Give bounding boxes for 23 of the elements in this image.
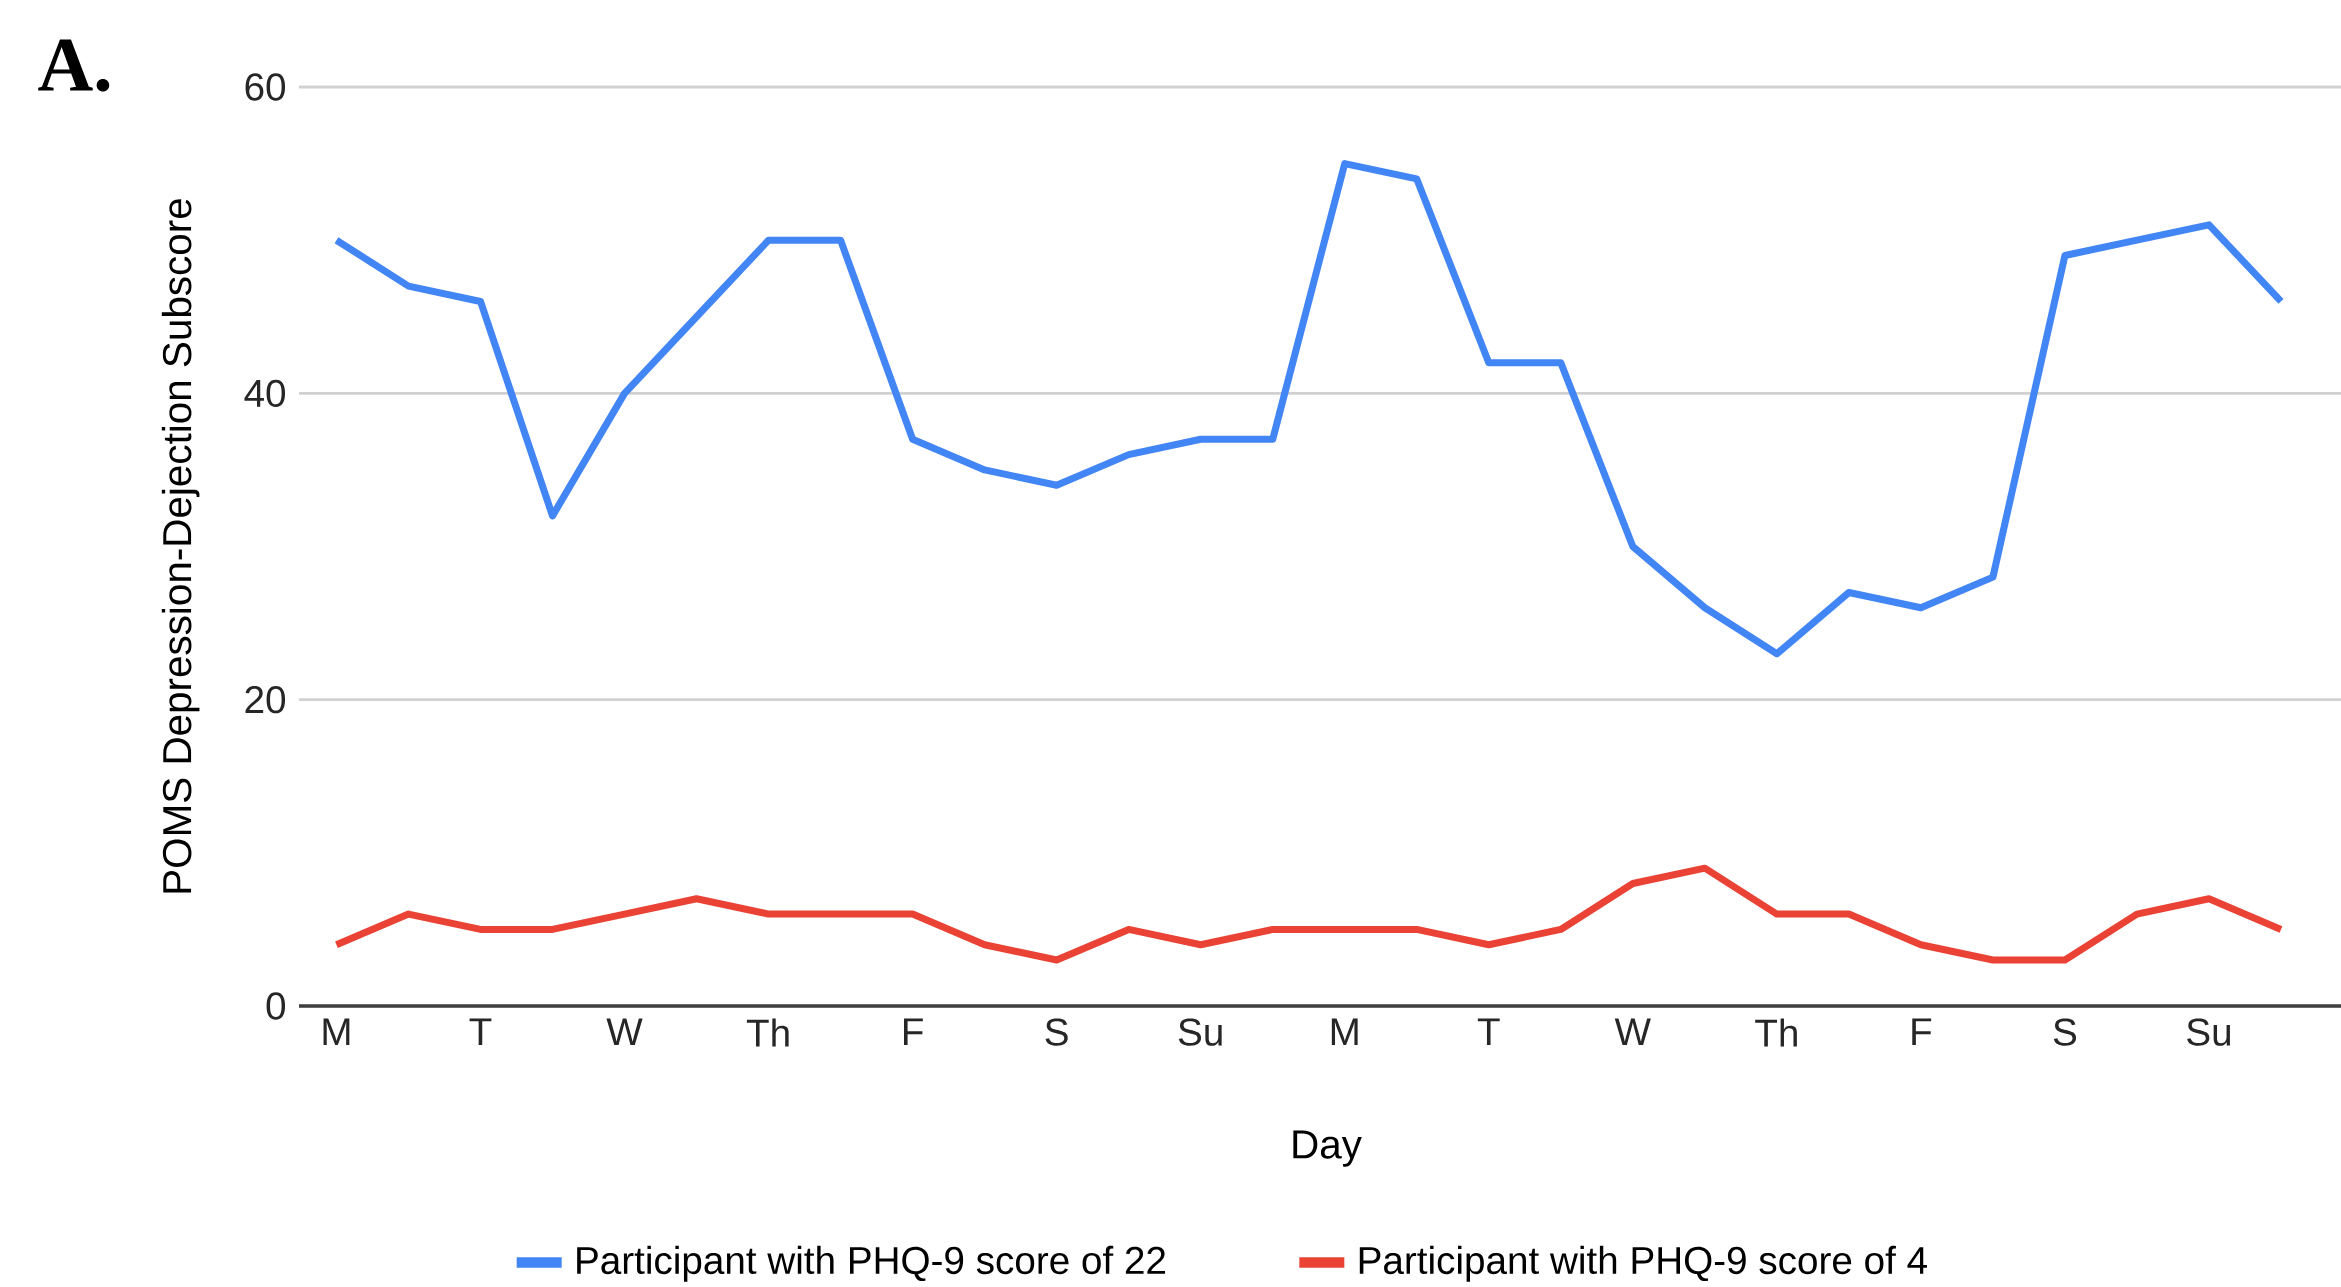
legend-label: Participant with PHQ-9 score of 4	[1359, 1245, 1927, 1282]
text: A.	[38, 39, 110, 92]
y-tick-label: 60	[245, 73, 286, 101]
x-tick-label: Su	[1178, 1018, 1222, 1046]
y-tick-label: 20	[245, 686, 286, 714]
legend-label: Participant with PHQ-9 score of 22	[577, 1245, 1166, 1282]
x-tick-label: W	[606, 1018, 643, 1046]
y-axis-title: POMS Depression-Dejection Subscore	[161, 199, 200, 893]
y-tick-label: 40	[244, 379, 286, 408]
x-tick-label: S	[2053, 1018, 2077, 1046]
x-tick-label: M	[1331, 1018, 1358, 1046]
x-tick-label: T	[469, 1018, 492, 1046]
x-tick-label: T	[1477, 1018, 1500, 1046]
x-tick-label: Su	[2187, 1018, 2231, 1046]
x-tick-label: F	[1912, 1018, 1932, 1046]
y-tick-label: 0	[266, 992, 286, 1020]
x-tick-label: Th	[1755, 1018, 1797, 1047]
x-tick-label: W	[1614, 1018, 1651, 1046]
x-tick-label: F	[904, 1018, 923, 1046]
x-tick-label: M	[323, 1018, 350, 1046]
x-tick-label: S	[1045, 1018, 1068, 1046]
x-axis-title: Day	[1293, 1130, 1362, 1167]
x-tick-label: Th	[746, 1018, 789, 1047]
